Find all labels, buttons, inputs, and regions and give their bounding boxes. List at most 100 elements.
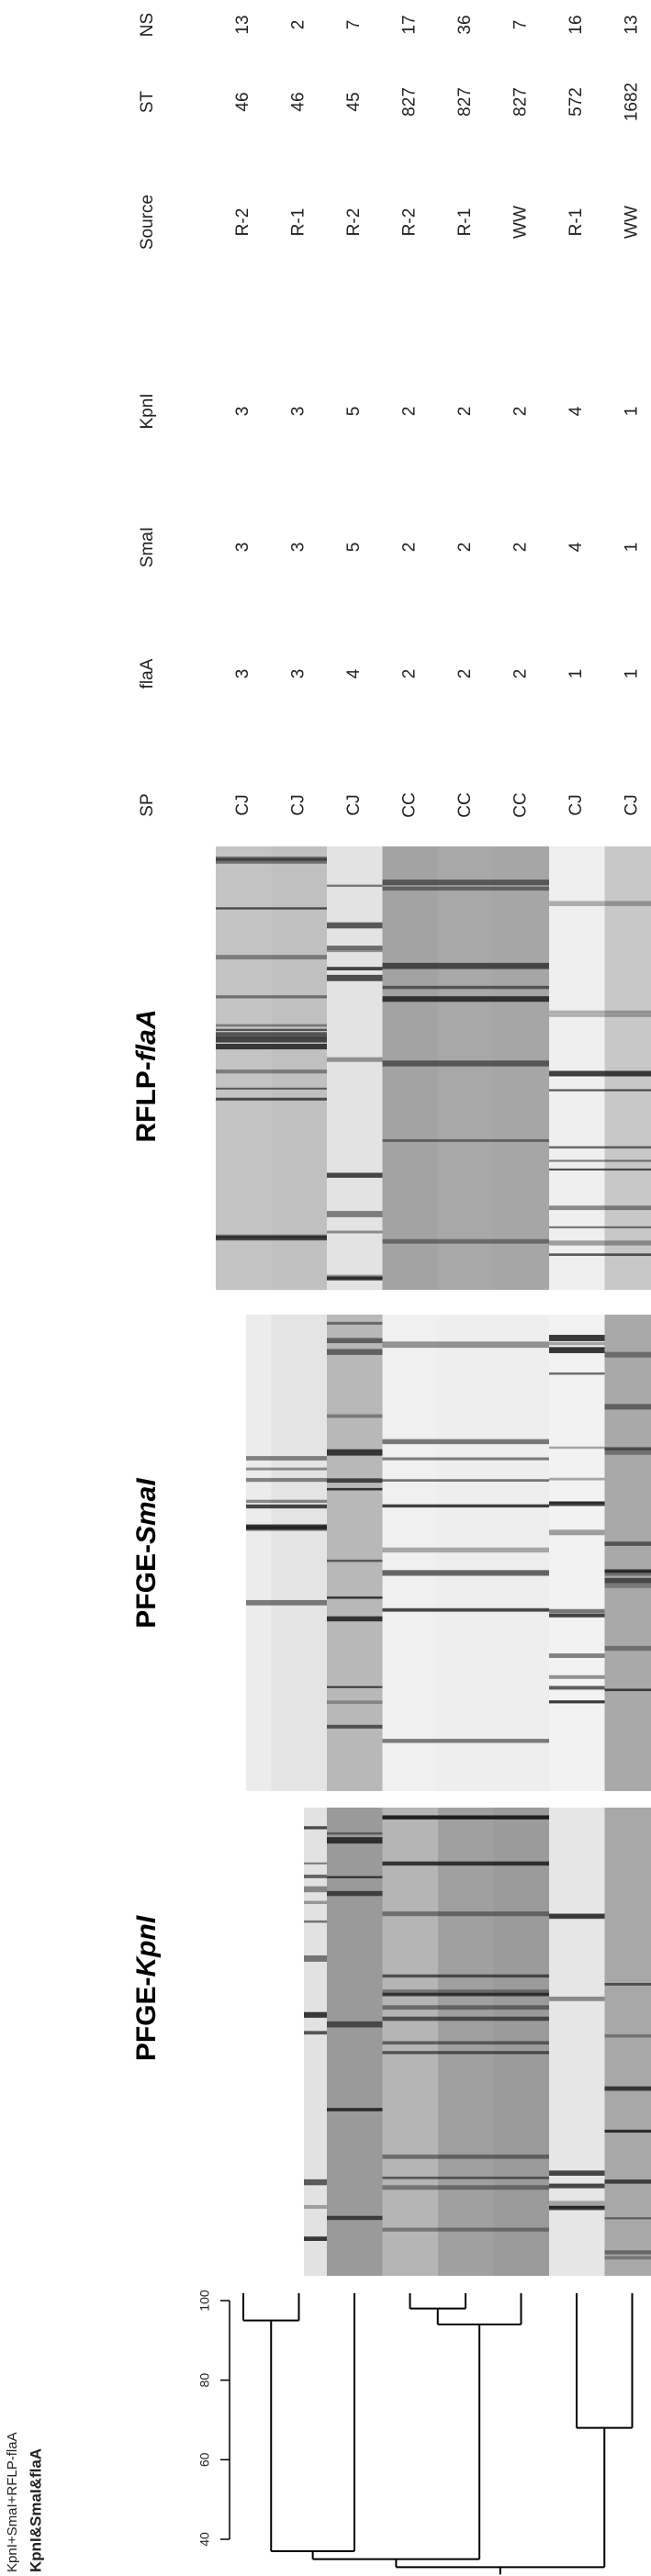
panel-title-enzyme: SmaI <box>131 1478 162 1544</box>
table-cell: 46 <box>233 92 253 111</box>
gel-band <box>438 1989 494 1996</box>
gel-band <box>493 2005 549 2010</box>
table-cell: R-1 <box>567 208 586 237</box>
gel-band <box>604 1070 651 1077</box>
dendrogram-label: KpnI&SmaI&flaA <box>27 2448 44 2572</box>
table-cell: 2 <box>455 543 475 553</box>
table-cell: 2 <box>455 669 475 679</box>
gel-lane <box>438 1315 494 1791</box>
gel-band <box>382 879 438 886</box>
gel-band <box>438 1974 494 1978</box>
table-cell: R-1 <box>455 208 475 237</box>
gel-band <box>493 1989 549 1996</box>
gel-band <box>382 1815 438 1820</box>
gel-lane <box>493 1315 549 1791</box>
gel-lane <box>327 1315 383 1791</box>
gel-band <box>271 1070 327 1074</box>
gel-band <box>304 2031 327 2035</box>
gel-band <box>304 1955 327 1962</box>
gel-band <box>438 1547 494 1553</box>
table-cell: 572 <box>567 87 586 117</box>
gel-band <box>493 886 549 891</box>
gel-band <box>382 2185 438 2190</box>
table-cell: CJ <box>233 794 253 815</box>
gel-band <box>327 946 383 950</box>
gel-band <box>271 1097 327 1101</box>
gel-band <box>216 1024 272 1027</box>
gel-band <box>382 1861 438 1866</box>
gel-band <box>604 1982 651 1986</box>
gel-band <box>549 1529 605 1536</box>
gel-lane <box>271 1315 327 1791</box>
gel-lane <box>271 846 327 1290</box>
gel-band <box>438 1238 494 1244</box>
gel-lane <box>604 1808 651 2276</box>
gel-band <box>549 1253 605 1257</box>
gel-band <box>216 955 272 960</box>
gel-band <box>271 1504 327 1509</box>
gel-band <box>493 1911 549 1917</box>
gel-lane <box>382 846 438 1290</box>
gel-lane <box>382 1315 438 1791</box>
gel-band <box>246 1499 272 1504</box>
table-cell: 2 <box>400 407 420 417</box>
gel-band <box>549 1913 605 1920</box>
gel-band <box>604 1205 651 1211</box>
gel-band <box>549 1341 605 1346</box>
gel-band <box>246 1467 272 1471</box>
table-cell: 5 <box>344 407 364 417</box>
gel-band <box>493 2185 549 2190</box>
table-cell: 3 <box>289 407 309 417</box>
gel-lane <box>604 1315 651 1791</box>
gel-band <box>216 907 272 910</box>
gel-lane <box>216 846 272 1290</box>
gel-band <box>327 1414 383 1418</box>
gel-band <box>493 2051 549 2055</box>
gel-band <box>549 1700 605 1704</box>
gel-band <box>604 1404 651 1410</box>
table-cell: R-2 <box>344 208 364 237</box>
table-cell: 3 <box>233 407 253 417</box>
gel-band <box>271 1032 327 1038</box>
gel-band <box>438 2227 494 2232</box>
gel-band <box>382 2176 438 2179</box>
gel-band <box>493 996 549 1002</box>
gel-band <box>604 2086 651 2091</box>
gel-lane <box>304 1808 327 2276</box>
gel-band <box>304 2011 327 2017</box>
gel-band <box>382 1504 438 1508</box>
gel-band <box>382 1479 438 1482</box>
gel-band <box>304 2178 327 2186</box>
gel-band <box>493 2176 549 2179</box>
gel-band <box>246 1526 272 1531</box>
gel-band <box>549 1168 605 1171</box>
gel-band <box>382 2041 438 2045</box>
gel-band <box>604 1089 651 1092</box>
gel-band <box>327 1724 383 1729</box>
gel-band <box>246 1456 272 1461</box>
table-cell: R-2 <box>400 208 420 237</box>
gel-band <box>304 2236 327 2242</box>
gel-band <box>549 1372 605 1375</box>
gel-band <box>382 2227 438 2232</box>
gel-band <box>327 1338 383 1344</box>
gel-band <box>604 1146 651 1149</box>
gel-band <box>327 1321 383 1325</box>
table-cell: 2 <box>511 543 531 553</box>
gel-band <box>438 1504 494 1508</box>
table-cell: R-2 <box>233 208 253 237</box>
table-cell: 7 <box>344 20 364 30</box>
column-header: flaA <box>138 658 157 689</box>
panel-title-enzyme: KpnI <box>131 1915 162 1977</box>
gel-band <box>438 2176 494 2179</box>
gel-band <box>382 2005 438 2010</box>
gel-band <box>493 985 549 990</box>
gel-band <box>327 1686 383 1688</box>
gel-band <box>246 1477 272 1483</box>
gel-band <box>216 1032 272 1038</box>
panel-title: RFLP-flaA <box>131 1009 162 1142</box>
table-cell: 3 <box>233 669 253 679</box>
gel-band <box>493 1607 549 1612</box>
